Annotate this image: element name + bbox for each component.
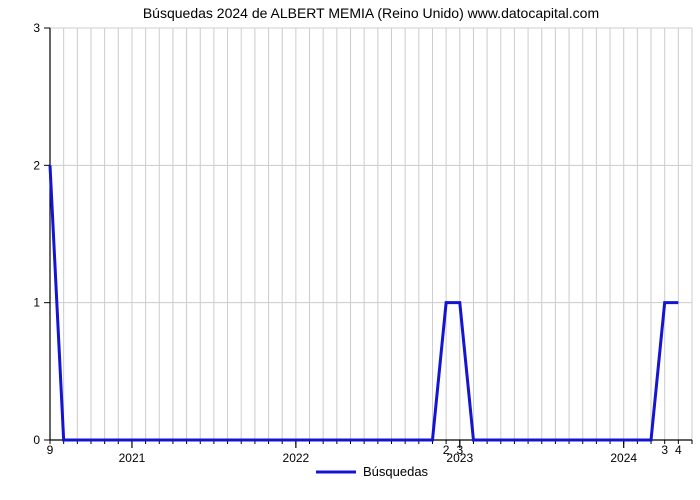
x-stray-label: 9 — [47, 443, 54, 457]
y-tick-label: 3 — [33, 21, 40, 35]
x-stray-label: 4 — [675, 443, 682, 457]
line-chart: Búsquedas 2024 de ALBERT MEMIA (Reino Un… — [0, 0, 700, 500]
x-major-label: 2024 — [610, 451, 637, 465]
chart-title: Búsquedas 2024 de ALBERT MEMIA (Reino Un… — [143, 5, 599, 21]
y-tick-label: 2 — [33, 158, 40, 172]
x-stray-label: 2 — [443, 443, 450, 457]
x-major-label: 2022 — [283, 451, 310, 465]
x-major-label: 2021 — [119, 451, 146, 465]
y-tick-label: 1 — [33, 296, 40, 310]
chart-svg: Búsquedas 2024 de ALBERT MEMIA (Reino Un… — [0, 0, 700, 500]
legend-label: Búsquedas — [363, 464, 429, 479]
y-tick-label: 0 — [33, 433, 40, 447]
x-stray-label: 3 — [661, 443, 668, 457]
x-stray-label: 3 — [456, 443, 463, 457]
